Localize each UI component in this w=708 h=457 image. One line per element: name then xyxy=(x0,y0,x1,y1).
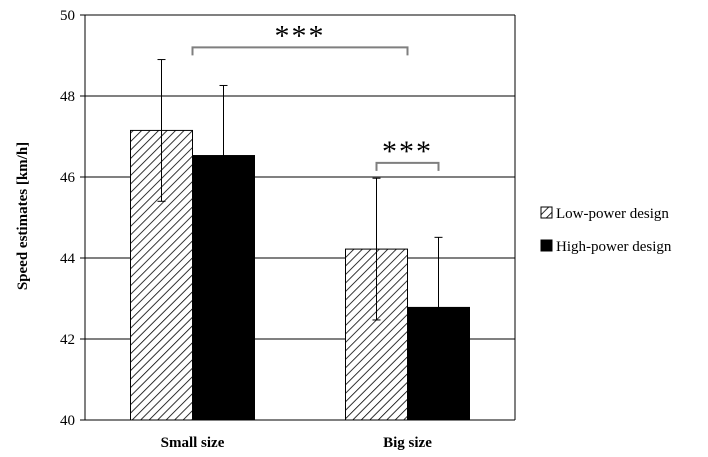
y-axis-title: Speed estimates [km/h] xyxy=(15,142,31,290)
legend-label-1: High-power design xyxy=(556,239,672,255)
y-tick-label-44: 44 xyxy=(60,251,76,267)
error-bar-layer xyxy=(157,59,443,378)
significance-label-size: *** xyxy=(275,19,326,52)
x-category-label-1: Big size xyxy=(383,435,432,451)
y-tick-label-40: 40 xyxy=(60,413,75,429)
y-tick-label-46: 46 xyxy=(60,170,76,186)
legend-swatch-1 xyxy=(540,239,553,252)
y-tick-label-42: 42 xyxy=(60,332,75,348)
annotation-layer: *** *** xyxy=(191,19,440,171)
y-tick-label-50: 50 xyxy=(60,8,75,24)
significance-bracket-size xyxy=(191,46,409,56)
legend-label-0: Low-power design xyxy=(556,206,669,222)
y-tick-label-48: 48 xyxy=(60,89,75,105)
x-category-label-0: Small size xyxy=(161,435,225,451)
significance-label-design: *** xyxy=(382,135,433,168)
bar-layer xyxy=(130,129,470,421)
legend: Low-power design High-power design xyxy=(540,206,672,255)
significance-bracket-design xyxy=(375,161,440,171)
axis-layer: 40 42 44 46 48 50 Small size Big size xyxy=(60,8,516,451)
legend-swatch-0 xyxy=(540,206,553,219)
